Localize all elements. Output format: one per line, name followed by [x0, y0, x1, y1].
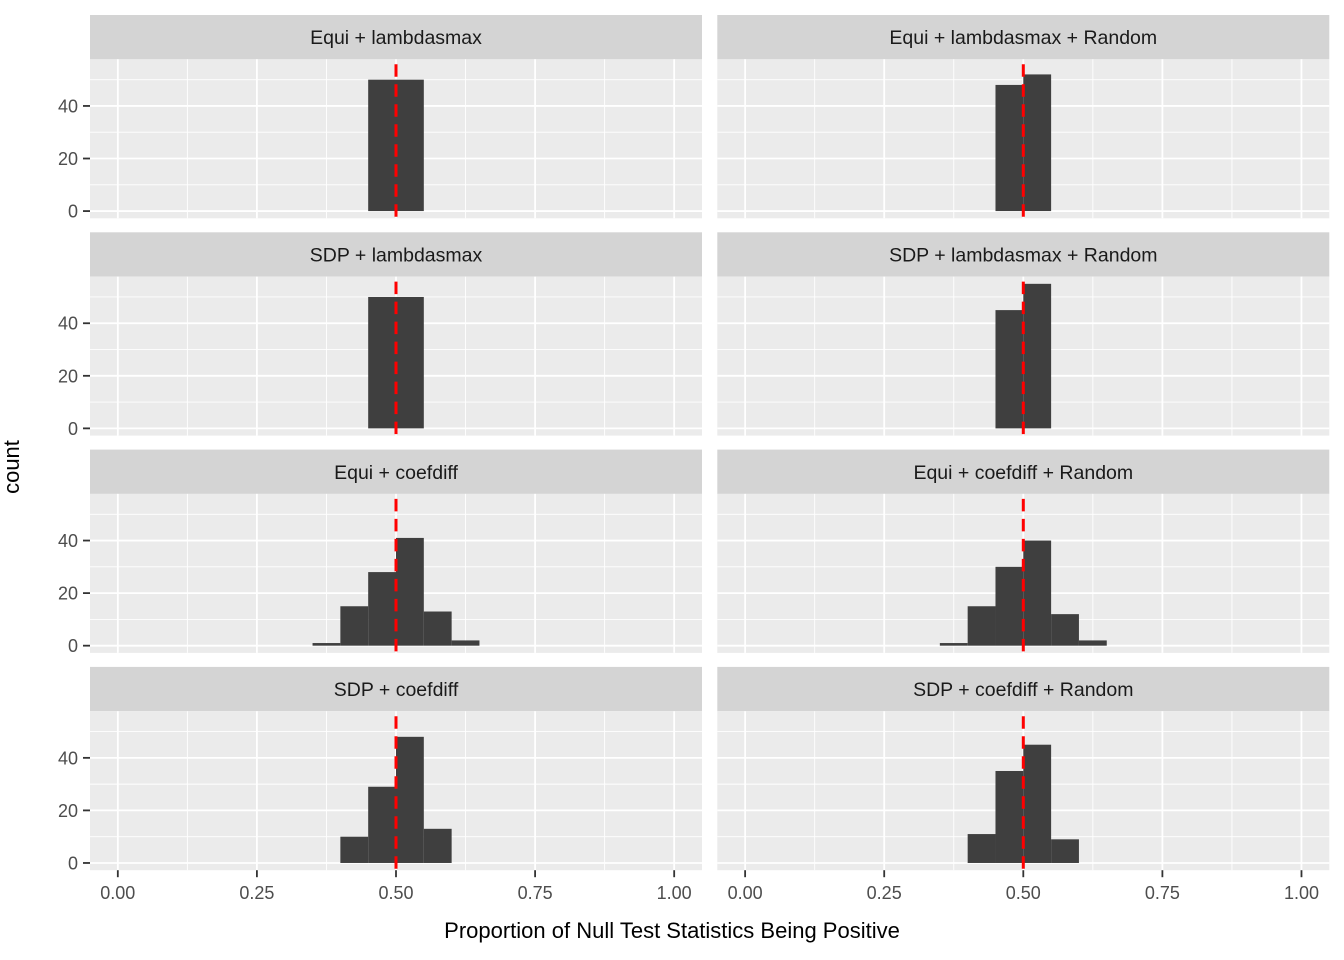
facet-strip-label: SDP + lambdasmax: [310, 244, 483, 266]
facet-strip: [90, 666, 702, 712]
x-tick-label: 0.75: [1145, 883, 1180, 903]
histogram-bar: [1051, 839, 1079, 863]
facet-strip: [90, 232, 702, 277]
facet-equi-coefdiff-random: Equi + coefdiff + Random: [717, 449, 1330, 653]
facet-strip-label: SDP + coefdiff + Random: [913, 679, 1133, 701]
facet-strip: [717, 232, 1330, 277]
facet-strip: [90, 15, 702, 60]
y-tick-label: 40: [58, 96, 78, 116]
y-tick-label: 0: [68, 419, 78, 439]
histogram-bar: [340, 836, 369, 863]
histogram-bar: [312, 643, 341, 646]
y-axis-title: count: [0, 440, 24, 494]
histogram-bar: [396, 79, 424, 212]
histogram-bar: [396, 736, 424, 863]
x-tick-label: 0.25: [239, 883, 274, 903]
x-tick-label: 1.00: [657, 883, 692, 903]
histogram-bar: [368, 79, 396, 212]
y-tick-label: 0: [68, 636, 78, 656]
x-tick-label: 0.50: [378, 883, 413, 903]
facet-strip-label: Equi + coefdiff + Random: [913, 462, 1133, 484]
facet-strip-label: SDP + coefdiff: [334, 679, 459, 701]
histogram-bar: [967, 834, 996, 863]
histogram-bar: [368, 786, 396, 863]
histogram-bar: [423, 611, 452, 646]
x-tick-label: 0.00: [728, 883, 763, 903]
facet-sdp-lambdasmax: SDP + lambdasmax 0 20 40: [58, 232, 702, 439]
facet-sdp-coefdiff: SDP + coefdiff 0 20 40 0.00 0.25 0.50 0.75 1.00: [58, 666, 702, 903]
facet-strip: [90, 449, 702, 494]
facet-equi-lambdasmax-random: Equi + lambdasmax + Random: [717, 15, 1330, 219]
facet-strip-label: Equi + lambdasmax: [310, 27, 482, 49]
histogram-bar: [967, 606, 996, 646]
histogram-bar: [396, 537, 424, 646]
y-tick-label: 20: [58, 149, 78, 169]
facet-sdp-coefdiff-random: SDP + coefdiff + Random 0.00 0.25 0.50 0.75 1…: [717, 666, 1330, 903]
facet-equi-coefdiff: Equi + coefdiff 0 20 40: [58, 449, 702, 656]
histogram-bar: [396, 296, 424, 429]
y-tick-label: 40: [58, 314, 78, 334]
x-tick-label: 1.00: [1284, 883, 1319, 903]
histogram-bar: [340, 606, 369, 646]
histogram-bar: [1023, 283, 1052, 429]
histogram-bar: [939, 643, 968, 646]
histogram-bar: [1023, 744, 1052, 863]
facet-strip: [717, 449, 1330, 494]
histogram-bar: [995, 310, 1024, 429]
facet-strip: [717, 15, 1330, 60]
x-tick-label: 0.00: [100, 883, 135, 903]
histogram-bar: [995, 770, 1024, 863]
facet-strip-label: Equi + lambdasmax + Random: [889, 27, 1157, 49]
y-tick-label: 20: [58, 801, 78, 821]
y-tick-label: 0: [68, 853, 78, 873]
histogram-bar: [995, 84, 1024, 212]
x-tick-label: 0.25: [867, 883, 902, 903]
x-tick-label: 0.50: [1006, 883, 1041, 903]
histogram-bar: [451, 640, 480, 646]
facet-strip: [717, 666, 1330, 712]
facet-equi-lambdasmax: Equi + lambdasmax 0 20 40: [58, 15, 702, 222]
y-tick-label: 0: [68, 202, 78, 222]
y-tick-label: 40: [58, 531, 78, 551]
x-tick-label: 0.75: [518, 883, 553, 903]
y-tick-label: 40: [58, 748, 78, 768]
histogram-bar: [1023, 540, 1052, 646]
histogram-bar: [1078, 640, 1107, 646]
facet-sdp-lambdasmax-random: SDP + lambdasmax + Random: [717, 232, 1330, 436]
histogram-bar: [368, 296, 396, 429]
x-axis-title: Proportion of Null Test Statistics Being…: [444, 918, 900, 943]
histogram-bar: [1023, 74, 1052, 212]
histogram-bar: [995, 566, 1024, 646]
histogram-bar: [368, 572, 396, 646]
y-tick-label: 20: [58, 366, 78, 386]
histogram-bar: [423, 828, 452, 863]
facet-strip-label: Equi + coefdiff: [334, 462, 458, 484]
facet-strip-label: SDP + lambdasmax + Random: [889, 244, 1157, 266]
y-tick-label: 20: [58, 584, 78, 604]
histogram-bar: [1051, 614, 1079, 646]
